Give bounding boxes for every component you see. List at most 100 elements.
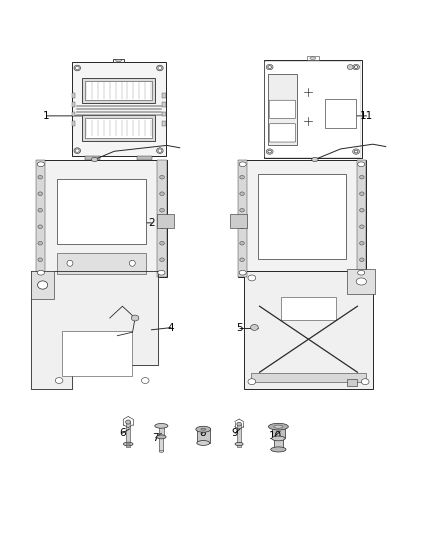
Ellipse shape xyxy=(240,241,244,245)
Ellipse shape xyxy=(160,258,164,262)
Bar xyxy=(251,374,367,382)
Ellipse shape xyxy=(160,225,164,229)
Ellipse shape xyxy=(196,426,211,432)
Bar xyxy=(282,297,336,320)
Bar xyxy=(62,331,132,376)
Ellipse shape xyxy=(251,325,258,330)
Bar xyxy=(57,179,146,244)
Ellipse shape xyxy=(239,162,246,167)
Bar xyxy=(274,439,283,449)
Text: 1: 1 xyxy=(43,111,50,121)
Text: 2: 2 xyxy=(148,218,155,228)
Ellipse shape xyxy=(240,258,244,262)
Ellipse shape xyxy=(160,192,164,196)
Bar xyxy=(138,156,152,160)
Bar xyxy=(162,121,166,126)
Ellipse shape xyxy=(157,148,163,154)
Ellipse shape xyxy=(38,281,48,289)
Ellipse shape xyxy=(37,270,45,275)
Ellipse shape xyxy=(157,65,163,71)
Ellipse shape xyxy=(240,192,244,196)
Ellipse shape xyxy=(91,157,98,161)
Text: 9: 9 xyxy=(232,429,238,438)
Ellipse shape xyxy=(239,270,246,275)
Ellipse shape xyxy=(354,150,358,153)
Ellipse shape xyxy=(141,377,149,383)
Ellipse shape xyxy=(74,65,81,71)
Bar xyxy=(82,116,155,141)
Ellipse shape xyxy=(131,315,139,321)
Bar xyxy=(159,426,164,437)
Ellipse shape xyxy=(38,175,42,179)
Ellipse shape xyxy=(353,64,360,70)
Ellipse shape xyxy=(358,162,365,167)
FancyBboxPatch shape xyxy=(269,124,296,142)
Text: 8: 8 xyxy=(199,429,206,438)
Ellipse shape xyxy=(37,162,45,167)
Bar xyxy=(347,269,375,294)
Bar xyxy=(157,159,166,277)
Ellipse shape xyxy=(160,208,164,212)
Ellipse shape xyxy=(158,270,165,275)
Bar xyxy=(113,59,124,62)
Ellipse shape xyxy=(74,148,81,154)
Ellipse shape xyxy=(271,447,286,452)
Ellipse shape xyxy=(354,66,358,68)
Ellipse shape xyxy=(356,278,367,285)
Bar xyxy=(72,121,75,126)
Ellipse shape xyxy=(38,208,42,212)
Ellipse shape xyxy=(240,208,244,212)
Bar xyxy=(72,112,75,116)
Ellipse shape xyxy=(55,377,63,383)
Ellipse shape xyxy=(38,192,42,196)
Ellipse shape xyxy=(361,379,369,385)
Ellipse shape xyxy=(126,443,130,445)
Ellipse shape xyxy=(311,157,318,161)
Ellipse shape xyxy=(272,436,285,441)
Ellipse shape xyxy=(157,435,166,439)
Bar xyxy=(35,159,166,277)
Bar xyxy=(85,118,152,138)
Bar xyxy=(162,112,166,116)
Ellipse shape xyxy=(358,270,365,275)
Text: 10: 10 xyxy=(268,431,282,441)
Bar xyxy=(197,429,210,443)
Ellipse shape xyxy=(360,192,364,196)
Ellipse shape xyxy=(266,64,273,70)
Bar xyxy=(272,426,285,439)
Ellipse shape xyxy=(360,208,364,212)
Bar xyxy=(72,102,75,107)
Ellipse shape xyxy=(360,241,364,245)
Bar xyxy=(237,159,366,277)
Bar xyxy=(157,214,174,228)
Ellipse shape xyxy=(360,225,364,229)
Ellipse shape xyxy=(38,241,42,245)
Ellipse shape xyxy=(268,66,272,68)
Ellipse shape xyxy=(237,422,241,426)
Ellipse shape xyxy=(310,57,316,60)
Ellipse shape xyxy=(360,175,364,179)
Ellipse shape xyxy=(75,149,79,152)
Ellipse shape xyxy=(274,425,283,428)
Bar xyxy=(258,174,346,259)
Bar xyxy=(347,379,357,386)
Bar xyxy=(31,271,54,299)
Bar xyxy=(357,159,366,277)
Bar xyxy=(244,271,373,389)
Ellipse shape xyxy=(353,149,360,154)
Bar xyxy=(230,214,247,228)
Ellipse shape xyxy=(248,379,256,385)
Ellipse shape xyxy=(67,260,73,266)
Ellipse shape xyxy=(38,225,42,229)
Ellipse shape xyxy=(38,258,42,262)
Bar xyxy=(237,424,241,447)
Bar xyxy=(127,422,130,447)
Ellipse shape xyxy=(201,429,206,430)
Ellipse shape xyxy=(159,450,163,453)
Bar xyxy=(85,156,100,160)
Ellipse shape xyxy=(347,64,353,69)
Ellipse shape xyxy=(126,420,131,424)
Text: 3: 3 xyxy=(321,218,327,228)
Ellipse shape xyxy=(160,241,164,245)
Bar xyxy=(82,78,155,103)
